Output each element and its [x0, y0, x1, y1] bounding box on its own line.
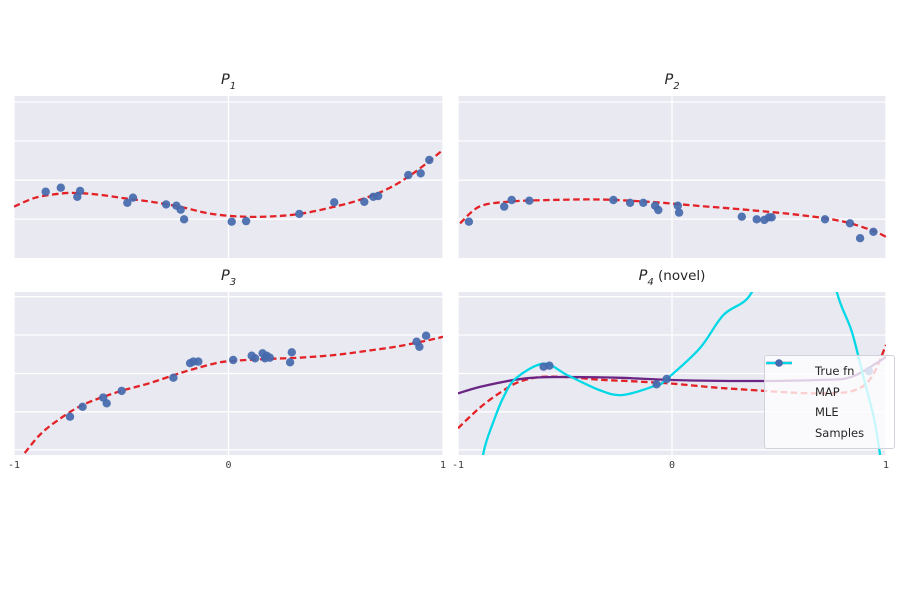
sample-point [639, 198, 648, 207]
true-fn-curve [23, 335, 443, 454]
title-subscript: 1 [229, 80, 237, 92]
sample-point [421, 331, 431, 340]
title-variable: P [220, 268, 230, 284]
subplot-p3-title: P3 [14, 264, 443, 288]
sample-point [625, 198, 635, 207]
sample-point [767, 213, 776, 222]
true-fn-curve [14, 149, 443, 219]
sample-point [374, 191, 383, 201]
sample-point [117, 386, 126, 396]
x-tick-label: -1 [451, 460, 465, 471]
title-variable: P [664, 72, 674, 88]
legend-entry-samples: Samples [774, 359, 886, 444]
sample-point [674, 208, 684, 217]
sample-point [241, 216, 251, 226]
x-tick-label: 0 [225, 460, 232, 471]
subplot-p4: P4 (novel) -1 0 1 True fn MAP MLE Sample… [452, 268, 895, 471]
sample-point [176, 205, 185, 214]
legend-label: MAP [815, 384, 840, 399]
sample-point [415, 342, 424, 351]
mle-curve [481, 292, 882, 455]
subplot-p1-title: P1 [14, 68, 443, 92]
sample-point [123, 198, 132, 207]
sample-point [287, 348, 296, 357]
x-tick-label: 1 [882, 460, 890, 471]
sample-point [654, 205, 663, 215]
sample-point [609, 195, 618, 205]
sample-point [855, 234, 865, 243]
sample-point [662, 374, 671, 384]
sample-point [56, 183, 65, 192]
sample-point [845, 219, 855, 228]
sample-point [265, 353, 275, 362]
plot-area-p3 [14, 292, 443, 455]
sample-point [464, 217, 474, 226]
x-tick-label: 0 [668, 460, 676, 471]
sample-point [820, 215, 830, 224]
subplot-p3: P3 -1 0 1 [8, 268, 446, 471]
true-fn-curve [458, 344, 886, 430]
x-tick-label: -1 [7, 460, 21, 471]
sample-point [295, 209, 304, 219]
legend-label: MLE [815, 405, 839, 420]
sample-point [525, 196, 534, 205]
title-variable: P [638, 268, 648, 284]
sample-point [75, 186, 85, 196]
sample-point [285, 358, 295, 367]
plot-area-p1 [14, 96, 443, 258]
sample-point [507, 195, 516, 205]
sample-point [673, 201, 682, 210]
legend-label: Samples [815, 425, 865, 440]
sample-point [425, 155, 434, 165]
sample-point [545, 361, 554, 370]
sample-point [250, 354, 260, 363]
sample-point [752, 215, 761, 224]
sample-point [416, 169, 425, 178]
subplot-p2-title: P2 [458, 68, 886, 92]
sample-point [179, 215, 189, 224]
title-variable: P [220, 72, 230, 88]
legend: True fn MAP MLE Samples [764, 355, 895, 449]
sample-point [229, 355, 238, 365]
title-subscript: 2 [673, 80, 680, 92]
sample-point [737, 212, 746, 221]
sample-point [128, 193, 138, 202]
x-tick-label: 1 [439, 460, 447, 471]
sample-point [169, 373, 178, 382]
sample-point [360, 197, 369, 206]
title-subscript: 4 [647, 276, 654, 288]
title-suffix: (novel) [653, 268, 706, 284]
sample-point [78, 402, 87, 411]
sample-point [500, 202, 509, 211]
sample-point [41, 187, 50, 196]
sample-point [194, 357, 203, 366]
sample-point [161, 200, 171, 209]
sample-point [652, 380, 661, 389]
sample-point [227, 217, 236, 226]
sample-point [404, 170, 413, 180]
title-subscript: 3 [229, 276, 237, 288]
subplot-p1: P1 [14, 72, 443, 258]
legend-label: True fn [815, 364, 855, 379]
subplot-p2: P2 [458, 72, 886, 258]
subplot-p4-title: P4 (novel) [458, 264, 886, 288]
sample-point [869, 227, 878, 236]
sample-point [102, 399, 111, 408]
legend-entry-mle: MLE [766, 361, 886, 423]
plot-area-p2 [458, 96, 886, 258]
sample-point [65, 412, 75, 421]
legend-entry-map: MAP [766, 361, 886, 403]
sample-point [330, 198, 339, 207]
